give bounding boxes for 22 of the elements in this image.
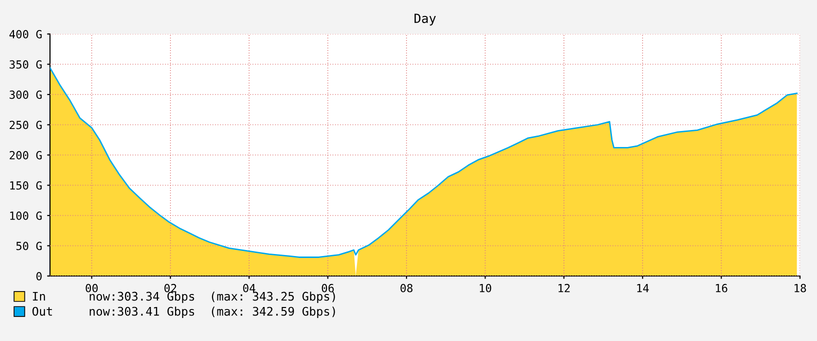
legend-label: In now:303.34 Gbps (max: 343.25 Gbps): [32, 292, 335, 304]
y-tick-label: 0: [36, 272, 42, 280]
y-tick-label: 200 G: [10, 151, 42, 160]
y-tick-label: 150 G: [10, 181, 42, 190]
x-tick-label: 10: [480, 284, 492, 292]
y-tick-label: 350 G: [10, 60, 42, 69]
y-tick-label: 100 G: [10, 212, 42, 220]
y-tick-label: 250 G: [10, 120, 42, 130]
x-tick-label: 16: [716, 284, 728, 292]
x-tick-label: 08: [400, 284, 412, 292]
x-tick-label: 02: [164, 284, 176, 292]
x-tick-label: 06: [322, 284, 334, 292]
y-tick-label: 50 G: [16, 242, 42, 250]
chart-title: Day: [414, 14, 436, 26]
x-tick-label: 18: [794, 284, 806, 292]
x-tick-label: 04: [243, 284, 256, 292]
legend-label: Out now:303.41 Gbps (max: 342.59 Gbps): [32, 306, 335, 318]
x-tick-label: 14: [637, 284, 649, 292]
y-tick-label: 400 G: [9, 30, 42, 38]
x-tick-label: 00: [86, 284, 98, 292]
x-tick-label: 12: [558, 284, 570, 292]
y-tick-label: 300 G: [10, 90, 42, 99]
